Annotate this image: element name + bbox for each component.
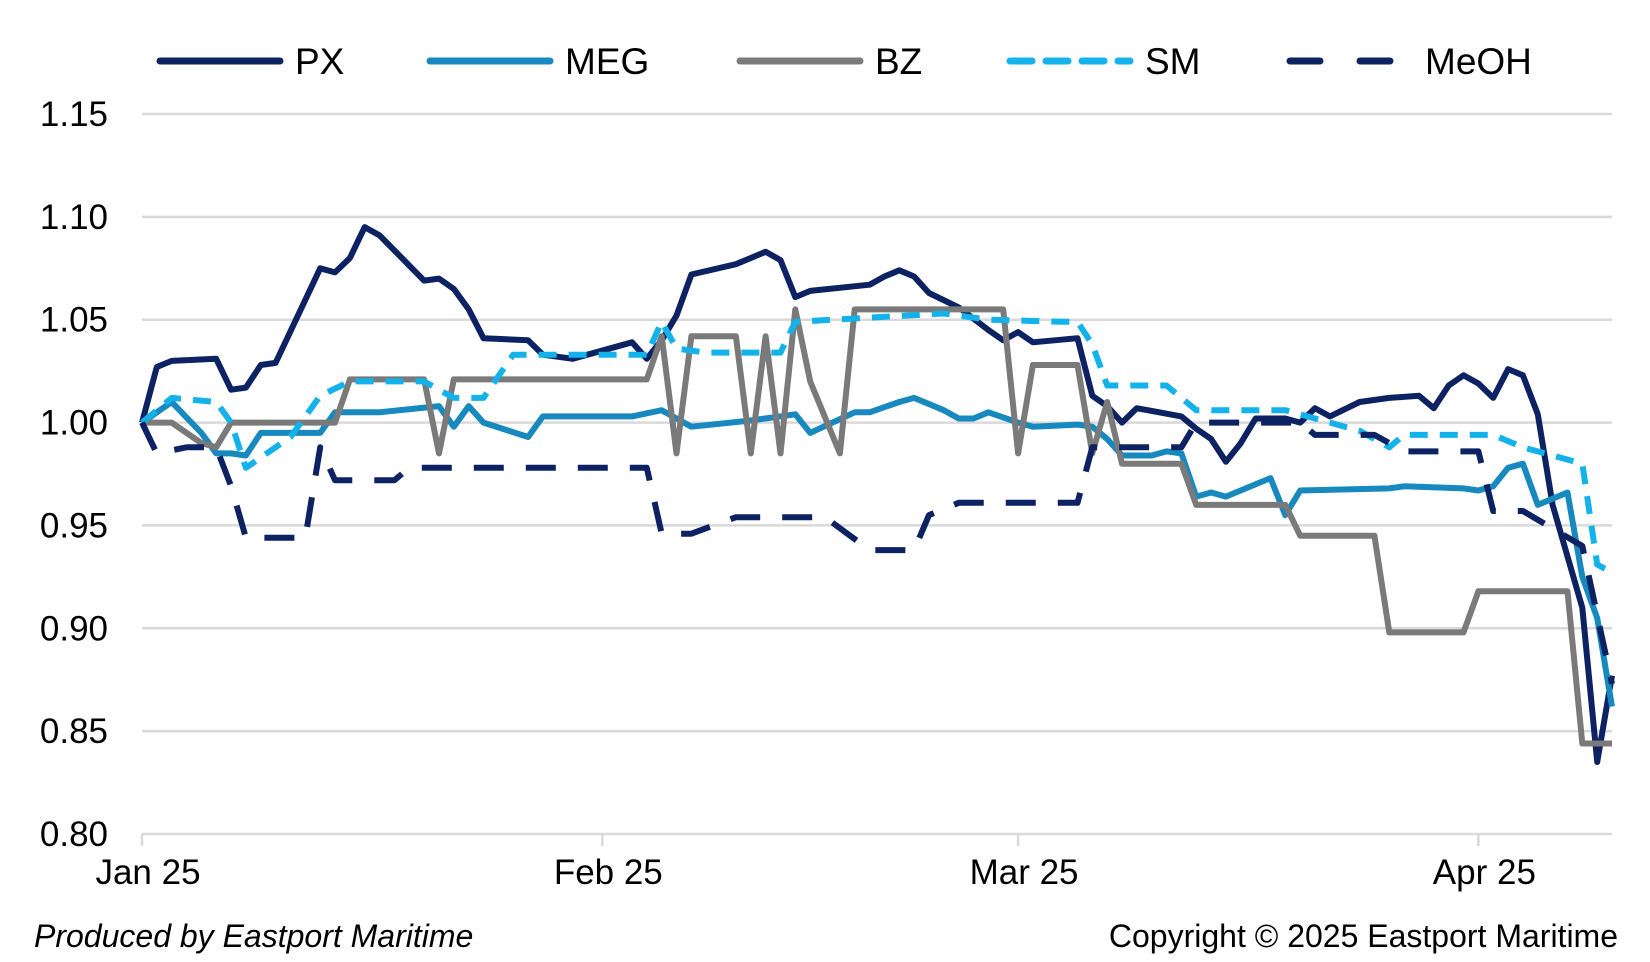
x-tick-label: Feb 25: [554, 853, 663, 892]
y-tick-label: 0.85: [40, 712, 108, 751]
x-tick-label: Apr 25: [1433, 853, 1536, 892]
y-tick-label: 1.00: [40, 404, 108, 443]
y-tick-label: 1.10: [40, 198, 108, 237]
y-tick-label: 1.05: [40, 301, 108, 340]
series-line-sm: [140, 310, 1614, 576]
x-tick-label: Mar 25: [970, 853, 1079, 892]
legend-label-meg: MEG: [565, 41, 649, 82]
footer-copyright: Copyright © 2025 Eastport Maritime: [1108, 918, 1618, 954]
x-axis: Jan 25 Feb 25 Mar 25 Apr 25: [95, 832, 1612, 892]
gridlines: [142, 112, 1612, 733]
legend-label-px: PX: [295, 41, 344, 82]
y-tick-label: 1.15: [40, 95, 108, 134]
y-axis-tick-labels: 0.80 0.85 0.90 0.95 1.00 1.05 1.10 1.15: [40, 95, 108, 854]
y-tick-label: 0.80: [40, 815, 108, 854]
legend: PX MEG BZ SM MeOH: [156, 41, 1532, 82]
legend-label-sm: SM: [1145, 41, 1201, 82]
series-line-px: [139, 224, 1615, 765]
series-lines: [139, 224, 1615, 765]
footer-credit: Produced by Eastport Maritime: [34, 918, 474, 954]
y-tick-label: 0.90: [40, 609, 108, 648]
series-line-meg: [140, 394, 1615, 707]
y-tick-label: 0.95: [40, 506, 108, 545]
series-line-meoh: [139, 419, 1615, 685]
x-tick-label: Jan 25: [95, 853, 200, 892]
legend-label-meoh: MeOH: [1425, 41, 1532, 82]
legend-label-bz: BZ: [875, 41, 922, 82]
